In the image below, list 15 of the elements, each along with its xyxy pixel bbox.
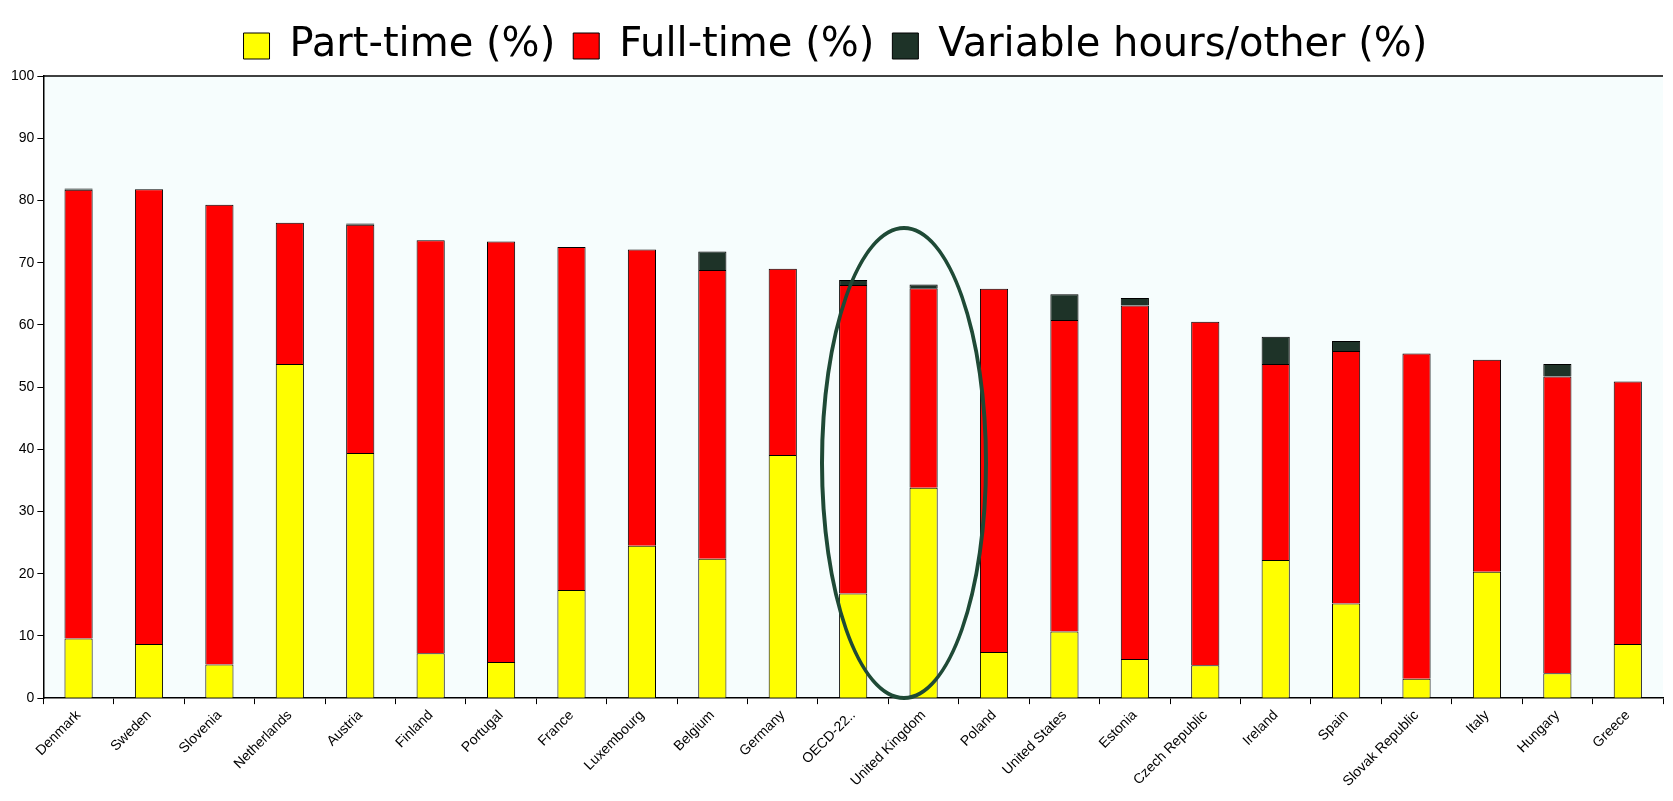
y-tick-label: 10 xyxy=(18,626,35,643)
y-tick-label: 20 xyxy=(18,564,35,581)
y-tick-label: 60 xyxy=(18,315,35,332)
y-tick-label: 30 xyxy=(18,502,35,519)
legend-label: Full-time (%) xyxy=(619,19,875,66)
y-tick-label: 50 xyxy=(18,377,35,394)
x-tick-label: Italy xyxy=(1462,706,1492,737)
y-tick-label: 90 xyxy=(18,129,35,146)
legend-label: Variable hours/other (%) xyxy=(938,19,1428,66)
y-tick-label: 0 xyxy=(26,689,35,705)
y-tick-label: 80 xyxy=(18,191,35,208)
y-tick-label: 70 xyxy=(18,253,35,270)
y-tick-label: 40 xyxy=(18,440,35,457)
y-tick-label: 100 xyxy=(11,66,35,83)
legend-label: Part-time (%) xyxy=(289,19,556,66)
